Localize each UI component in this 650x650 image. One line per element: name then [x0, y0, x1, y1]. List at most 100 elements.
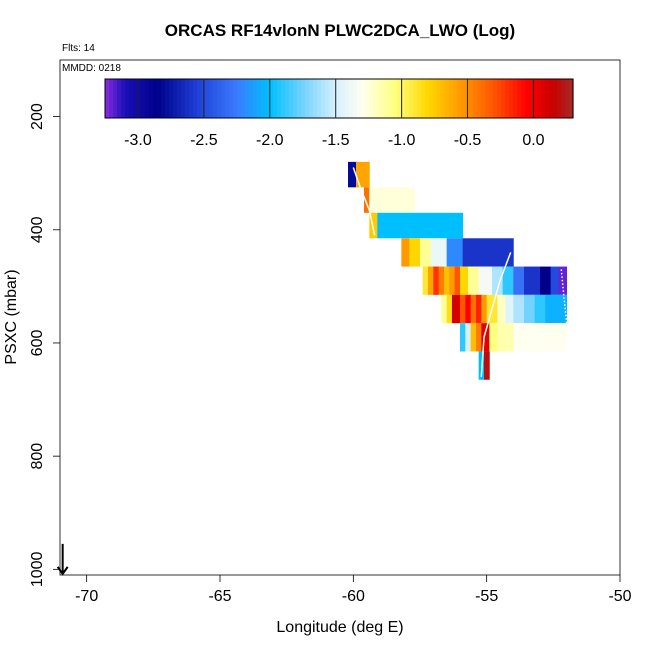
colorbar-segment — [249, 79, 254, 118]
colorbar-tick-label: -0.5 — [454, 132, 482, 149]
colorbar-segment — [441, 79, 446, 118]
colorbar-segment — [529, 79, 534, 118]
heatmap-cell — [430, 238, 448, 267]
colorbar-segment — [337, 79, 342, 118]
heatmap-cell — [492, 266, 504, 295]
heatmap-cell — [348, 161, 357, 188]
x-tick-label: -55 — [475, 588, 498, 605]
colorbar-segment — [233, 79, 238, 118]
colorbar-segment — [281, 79, 286, 118]
colorbar-segment — [457, 79, 462, 118]
heatmap-cell — [550, 266, 560, 295]
colorbar-segment — [385, 79, 390, 118]
colorbar-tick-label: -2.0 — [256, 132, 284, 149]
x-tick-label: -70 — [75, 588, 98, 605]
colorbar: -3.0 -2.5 -2.0 -1.5 -1.0 -0.5 0.0 — [104, 78, 574, 149]
colorbar-segment — [373, 79, 378, 118]
colorbar-segment — [365, 79, 370, 118]
colorbar-tick-label: -2.5 — [190, 132, 218, 149]
colorbar-segment — [309, 79, 314, 118]
colorbar-segment — [417, 79, 422, 118]
colorbar-segment — [421, 79, 426, 118]
heatmap-cell — [369, 212, 378, 239]
colorbar-segment — [177, 79, 182, 118]
colorbar-segment — [533, 79, 538, 118]
colorbar-segment — [449, 79, 454, 118]
colorbar-segment — [509, 79, 514, 118]
colorbar-segment — [513, 79, 518, 118]
y-axis: 200 400 600 800 1000 — [29, 103, 60, 587]
colorbar-segment — [241, 79, 246, 118]
colorbar-segment — [377, 79, 382, 118]
colorbar-segment — [489, 79, 494, 118]
colorbar-segment — [477, 79, 482, 118]
colorbar-segment — [149, 79, 154, 118]
heatmap-cell — [470, 323, 477, 352]
heatmap-cell — [377, 212, 464, 239]
heatmap-cell — [446, 294, 453, 324]
colorbar-segment — [469, 79, 474, 118]
colorbar-segment — [313, 79, 318, 118]
date-label: MMDD: 0218 — [62, 63, 121, 74]
colorbar-segment — [133, 79, 138, 118]
colorbar-segment — [345, 79, 350, 118]
colorbar-segment — [161, 79, 166, 118]
heatmap-cell — [470, 294, 477, 324]
heatmap-cell — [524, 294, 536, 324]
heatmap-cell — [468, 266, 480, 295]
colorbar-segment — [557, 79, 562, 118]
heatmap-cell — [513, 323, 568, 352]
colorbar-segment — [301, 79, 306, 118]
colorbar-segment — [221, 79, 226, 118]
colorbar-segment — [297, 79, 302, 118]
colorbar-segment — [145, 79, 150, 118]
heatmap-cell — [401, 238, 410, 267]
direction-arrow-icon — [56, 543, 69, 576]
colorbar-segment — [329, 79, 334, 118]
colorbar-segment — [141, 79, 146, 118]
heatmap-cell — [489, 323, 498, 352]
colorbar-segment — [125, 79, 130, 118]
colorbar-segment — [173, 79, 178, 118]
colorbar-segment — [137, 79, 142, 118]
heatmap-cell — [441, 294, 448, 324]
colorbar-segment — [273, 79, 278, 118]
colorbar-segment — [321, 79, 326, 118]
colorbar-segment — [289, 79, 294, 118]
colorbar-segment — [349, 79, 354, 118]
colorbar-segment — [569, 79, 574, 118]
data-cells — [348, 161, 568, 380]
colorbar-segment — [121, 79, 126, 118]
colorbar-segment — [129, 79, 134, 118]
heatmap-cell — [476, 294, 482, 324]
flight-track-line — [480, 252, 512, 377]
arrow-head — [56, 566, 69, 576]
colorbar-segment — [277, 79, 282, 118]
y-tick-label: 200 — [29, 103, 46, 130]
colorbar-segment — [165, 79, 170, 118]
colorbar-segment — [481, 79, 486, 118]
heatmap-cell — [438, 266, 445, 295]
colorbar-segment — [429, 79, 434, 118]
colorbar-segment — [505, 79, 510, 118]
colorbar-segment — [157, 79, 162, 118]
colorbar-segment — [317, 79, 322, 118]
heatmap-cell — [364, 187, 370, 213]
heatmap-cell — [369, 187, 416, 213]
colorbar-segment — [229, 79, 234, 118]
colorbar-segment — [361, 79, 366, 118]
heatmap-cell — [497, 294, 506, 324]
colorbar-segment — [357, 79, 362, 118]
colorbar-segment — [113, 79, 118, 118]
x-tick-label: -50 — [608, 588, 631, 605]
colorbar-segment — [217, 79, 222, 118]
colorbar-segment — [201, 79, 206, 118]
y-tick-label: 1000 — [29, 551, 46, 587]
heatmap-cell — [460, 266, 469, 295]
heatmap-cell — [356, 161, 370, 188]
colorbar-tick-label: -1.0 — [388, 132, 416, 149]
heatmap-cell — [476, 323, 482, 352]
colorbar-segment — [305, 79, 310, 118]
colorbar-segment — [537, 79, 542, 118]
